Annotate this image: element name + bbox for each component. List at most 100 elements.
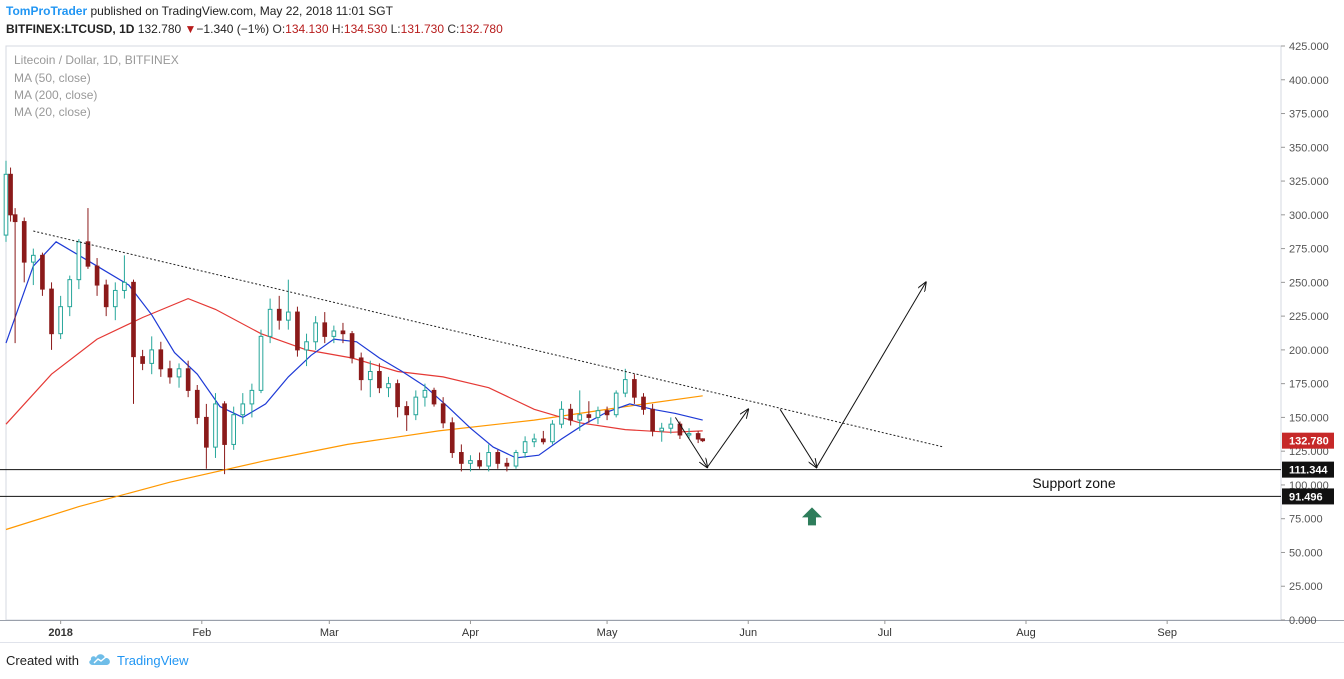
y-tick-label: 50.000: [1289, 547, 1323, 559]
candle-body: [595, 410, 601, 418]
candle-body: [31, 254, 36, 263]
y-tick-label: 350.000: [1289, 142, 1329, 154]
candle-body: [531, 438, 537, 443]
y-tick-label: 175.000: [1289, 379, 1329, 391]
author-link[interactable]: TomProTrader: [6, 4, 88, 18]
legend-entry: MA (50, close): [14, 71, 91, 85]
last-price: 132.780: [137, 22, 182, 36]
projection-arrow: [779, 409, 816, 467]
candle-body: [331, 330, 337, 337]
y-tick-label: 150.000: [1289, 412, 1329, 424]
candle-body: [440, 403, 446, 424]
x-tick-label: Feb: [192, 627, 211, 639]
x-tick-label: May: [597, 627, 618, 639]
tradingview-cloud-icon[interactable]: [88, 652, 112, 666]
publish-text: published on TradingView.com, May 22, 20…: [90, 4, 393, 18]
candle-body: [349, 333, 355, 359]
candle-body: [495, 452, 501, 464]
y-tick-label: 225.000: [1289, 311, 1329, 323]
candle-body: [240, 403, 246, 416]
candle-body: [112, 289, 118, 308]
created-with-text: Created with: [6, 653, 79, 668]
ma20-line: [5, 241, 703, 459]
last-price-badge: 132.780: [1289, 436, 1329, 448]
support-lower-badge: 91.496: [1289, 491, 1323, 503]
candle-body: [340, 330, 346, 335]
tradingview-link[interactable]: TradingView: [117, 653, 189, 668]
legend-entry: MA (20, close): [14, 105, 91, 119]
candle-body: [377, 370, 382, 389]
candle-body: [404, 406, 410, 416]
candle-body: [67, 279, 73, 308]
last-price-badge-bg: [1282, 432, 1334, 449]
support-lower-badge-bg: [1282, 488, 1334, 505]
support-zone-label: Support zone: [1032, 475, 1115, 491]
candle-body: [258, 335, 264, 391]
annotations: Support zone: [33, 230, 1116, 526]
candle-body: [40, 254, 45, 290]
candle-body: [85, 241, 91, 267]
candle-body: [213, 403, 218, 448]
candle-body: [276, 308, 282, 321]
candle-body: [267, 308, 273, 337]
low-value: 131.730: [400, 22, 445, 36]
candle-body: [149, 349, 155, 364]
open-value: 134.130: [285, 22, 329, 36]
candle-body: [541, 438, 546, 443]
candle-body: [176, 368, 182, 378]
chart-grid: [0, 45, 1344, 621]
candle-body: [249, 389, 255, 405]
candle-body: [413, 396, 419, 416]
footer: Created with TradingView: [0, 642, 1344, 679]
y-tick-label: 0.000: [1289, 615, 1317, 627]
candle-body: [641, 396, 646, 410]
price-chart[interactable]: Support zone 0.00025.00050.00075.000100.…: [0, 40, 1344, 642]
symbol-label[interactable]: BITFINEX:LTCUSD, 1D: [6, 22, 135, 36]
candle-body: [3, 173, 9, 236]
close-value: 132.780: [459, 22, 503, 36]
candle-body: [577, 414, 583, 421]
candle-body: [295, 311, 300, 351]
price-change: −1.340 (−1%): [196, 22, 270, 36]
projection-arrow: [674, 417, 707, 467]
chart-title: Litecoin / Dollar, 1D, BITFINEX: [14, 53, 179, 67]
x-tick-label: Jun: [739, 627, 757, 639]
legend-entry: MA (200, close): [14, 88, 97, 102]
candle-body: [322, 322, 328, 337]
y-tick-label: 400.000: [1289, 75, 1329, 87]
y-tick-label: 250.000: [1289, 277, 1329, 289]
y-tick-label: 200.000: [1289, 345, 1329, 357]
candle-body: [185, 368, 191, 391]
candle-body: [622, 379, 628, 394]
candle-body: [650, 408, 655, 432]
candle-body: [613, 392, 619, 416]
candle-body: [431, 389, 437, 405]
candle-body: [668, 423, 674, 429]
x-tick-label: Mar: [320, 627, 339, 639]
candle-body: [632, 379, 637, 398]
support-upper-badge: 111.344: [1289, 465, 1328, 477]
trendline: [33, 230, 945, 448]
candle-body: [686, 433, 692, 436]
candle-body: [459, 452, 464, 464]
close-label: C:: [447, 22, 460, 36]
candle-body: [358, 357, 364, 381]
candle-body: [395, 383, 400, 408]
x-tick-label: 2018: [48, 627, 72, 639]
chart-header: TomProTrader published on TradingView.co…: [0, 0, 1344, 40]
symbol-info: BITFINEX:LTCUSD, 1D 132.780 ▼−1.340 (−1%…: [6, 22, 503, 36]
candle-body: [550, 423, 555, 443]
candle-body: [486, 452, 492, 467]
candle-body: [122, 281, 127, 291]
candle-body: [103, 284, 109, 308]
candles: [3, 160, 706, 475]
buy-arrow-icon: [801, 507, 822, 526]
candle-body: [367, 370, 373, 381]
overlay-lines: [0, 241, 1281, 531]
candle-body: [158, 349, 164, 370]
candle-body: [604, 410, 610, 416]
ma200-line: [5, 395, 703, 531]
time-axis: 2018 Feb Mar Apr May Jun Jul Aug Sep: [48, 620, 1177, 639]
candle-body: [12, 214, 18, 223]
y-tick-label: 25.000: [1289, 581, 1323, 593]
